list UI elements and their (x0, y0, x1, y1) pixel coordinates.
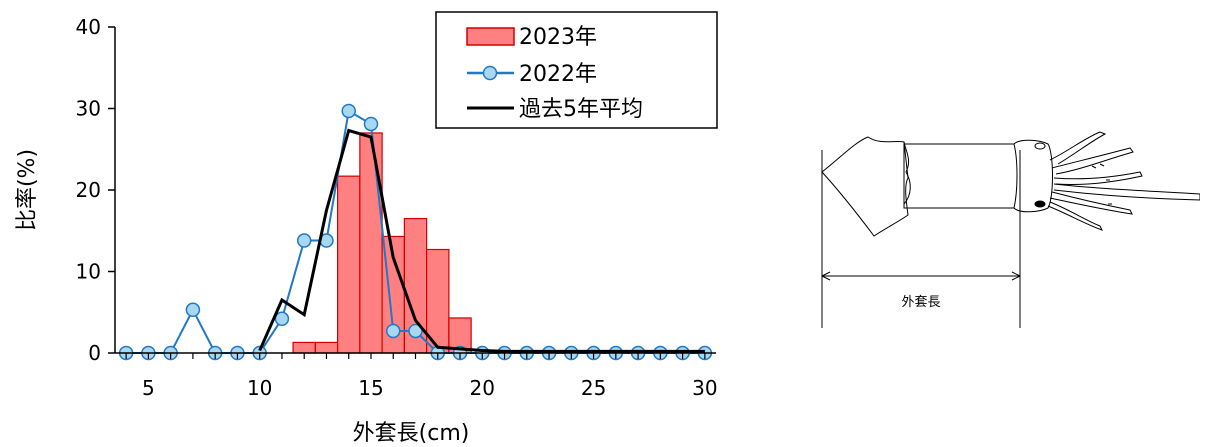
legend: 2023年 2022年 過去5年平均 (435, 11, 718, 129)
squid-arm (1047, 201, 1104, 231)
x-tick-label: 10 (247, 376, 272, 400)
arrowhead-right (1011, 271, 1021, 281)
squid-arm-tip (1091, 163, 1112, 205)
chart-svg: 0 10 20 30 40 5 10 15 20 25 30 外套長(cm) 比率(%) 2023年… (15, 11, 718, 446)
line-layer-avg (258, 128, 705, 353)
tick-layer: 0 10 20 30 40 5 10 15 20 25 30 (76, 15, 718, 400)
x-tick-label: 25 (581, 376, 606, 400)
legend-label-avg: 過去5年平均 (519, 97, 643, 122)
squid-head (1013, 139, 1053, 213)
mantle-length-label: 外套長 (901, 294, 940, 310)
squid-arm (1049, 131, 1107, 165)
bar-2023 (359, 132, 383, 354)
measurement (821, 150, 1021, 328)
point-2022 (274, 311, 290, 327)
series-line-avg (258, 128, 705, 353)
legend-label-2023: 2023年 (519, 25, 597, 50)
y-tick-label: 40 (76, 15, 101, 39)
squid-tentacle (1053, 183, 1200, 201)
squid-mantle (903, 143, 1018, 209)
x-tick-label: 5 (142, 376, 155, 400)
x-tick-label: 20 (470, 376, 495, 400)
y-axis-title: 比率(%) (15, 149, 40, 231)
squid-arm (1051, 147, 1134, 175)
y-tick-label: 0 (88, 341, 101, 365)
bar-layer (292, 132, 472, 354)
squid-diagram: 外套長 (821, 131, 1200, 328)
point-2022 (296, 233, 312, 248)
squid-arm (1049, 191, 1133, 215)
squid-illustration (821, 131, 1200, 237)
x-tick-label: 30 (692, 376, 717, 400)
legend-marker-2022 (482, 65, 498, 81)
point-2022 (385, 323, 401, 339)
point-2022 (408, 323, 423, 339)
squid-arm (1053, 171, 1143, 186)
squid-eye-top (1034, 142, 1046, 150)
x-tick-label: 15 (358, 376, 383, 400)
arrowhead-left (821, 271, 831, 281)
y-tick-label: 10 (76, 260, 101, 284)
bar-2023 (314, 341, 339, 354)
legend-label-2022: 2022年 (519, 62, 597, 87)
bar-2023 (336, 175, 361, 354)
y-tick-label: 30 (76, 97, 101, 121)
point-2022 (341, 103, 356, 119)
squid-eye-bottom (1034, 200, 1046, 208)
legend-swatch-2023 (466, 27, 515, 46)
x-axis-title: 外套長(cm) (353, 421, 470, 446)
squid-fin (821, 136, 909, 237)
point-2022 (363, 116, 379, 132)
y-tick-label: 20 (76, 178, 101, 202)
point-2022 (185, 302, 201, 318)
squid-fin-detail (903, 141, 911, 205)
bar-2023 (292, 341, 316, 354)
